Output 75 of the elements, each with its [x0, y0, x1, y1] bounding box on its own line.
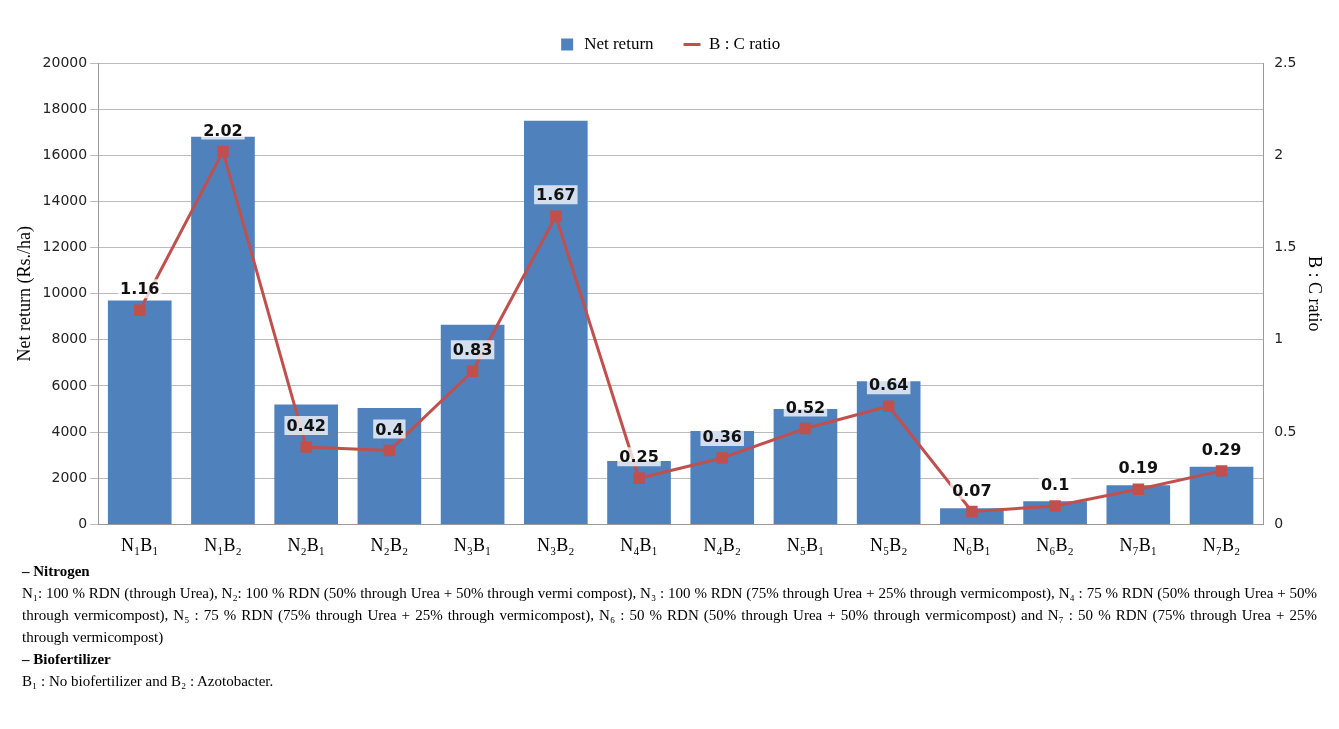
y-tick-label: 6000 [51, 376, 88, 393]
y2-tick-label: 1.5 [1274, 238, 1297, 255]
data-label: 0.64 [868, 375, 909, 395]
point [466, 365, 479, 377]
x-tick-label: N₆B₂ [1036, 534, 1074, 555]
y-tick-label: 2000 [51, 468, 88, 485]
point [1049, 500, 1061, 512]
data-label: 0.25 [619, 447, 659, 467]
data-label: 2.02 [203, 120, 243, 140]
bar [440, 324, 505, 524]
point [882, 400, 895, 413]
y-tick-label: 10000 [42, 284, 88, 301]
y-tick-label: 16000 [42, 145, 88, 162]
bar [274, 404, 338, 524]
point [300, 441, 312, 453]
data-label: 1.16 [120, 279, 160, 299]
point [716, 452, 728, 464]
point [1215, 465, 1228, 477]
x-tick-label: N₇B₁ [1119, 534, 1158, 555]
y2-tick-label: 1 [1274, 330, 1284, 347]
x-tick-label: N₄B₂ [703, 534, 742, 555]
x-tick-label: N₅B₂ [869, 534, 908, 555]
x-tick-label: N₂B₂ [370, 534, 409, 555]
y-tick-label: 14000 [42, 192, 88, 209]
data-label: 0.4 [375, 419, 404, 439]
x-tick-label: N₃B₁ [453, 534, 492, 555]
data-label: 0.07 [952, 480, 992, 500]
x-tick-label: N₁B₂ [204, 534, 242, 555]
legend-label: Net return [584, 33, 655, 53]
y2-axis-title: B : C ratio [1305, 255, 1326, 332]
text: – Biofertilizer [22, 650, 112, 669]
bar [191, 136, 255, 524]
y-tick-label: 4000 [51, 422, 88, 439]
y-tick-label: 18000 [42, 99, 88, 116]
data-label: 0.83 [452, 340, 493, 360]
y2-tick-label: 0 [1274, 515, 1284, 532]
data-label: 1.67 [536, 185, 576, 205]
data-label: 0.52 [785, 397, 826, 417]
y2-tick-label: 2 [1274, 145, 1284, 162]
legend-label: B : C ratio [709, 33, 781, 53]
point [217, 145, 229, 158]
text: B₁ : No biofertilizer and B₂ : Azotobacter. [22, 672, 275, 691]
y-tick-label: 8000 [51, 330, 88, 347]
y2-tick-label: 0.5 [1274, 422, 1297, 439]
x-tick-label: N₅B₁ [786, 534, 825, 555]
data-label: 0.29 [1201, 440, 1242, 460]
point [550, 210, 562, 222]
point [799, 422, 812, 435]
x-tick-label: N₁B₁ [120, 534, 159, 555]
data-label: 0.36 [702, 427, 742, 447]
data-label: 0.1 [1040, 475, 1070, 495]
point [1132, 483, 1145, 496]
x-tick-label: N₆B₁ [953, 534, 991, 555]
data-label: 0.19 [1118, 458, 1159, 478]
bar [1106, 485, 1171, 524]
point [633, 472, 645, 484]
y-tick-label: 12000 [42, 238, 88, 255]
y2-tick-label: 2.5 [1274, 53, 1297, 70]
x-tick-label: N₇B₂ [1202, 534, 1241, 555]
bar [357, 407, 422, 524]
point [383, 444, 396, 457]
x-tick-label: N₃B₂ [537, 534, 575, 555]
x-tick-label: N₄B₁ [620, 534, 658, 555]
y-axis-title: Net return (Rs./ha) [13, 225, 35, 362]
bar [1189, 466, 1254, 524]
text: – Nitrogen [22, 562, 91, 581]
y-tick-label: 0 [78, 515, 88, 532]
x-tick-label: N₂B₁ [287, 534, 325, 555]
bar [107, 300, 172, 524]
text: N₁: 100 % RDN (through Urea), N₂: 100 % RDN (50% through Urea + 50% through vermi compost), N₃ : 100 % RDN (75% through Urea + 25% through vermicompost), N₄ : 75 % RDN (50% through Urea + 50% through vermicompost), N₅ : 75 % RDN (75% through Urea + 25% through vermicompost), N₆ : 50 % RDN (50% through Urea + 50% through vermicompost) and N₇ : 50 % RDN (75% through Urea + 25% through vermicompost) [22, 584, 1317, 647]
y-tick-label: 20000 [42, 53, 88, 70]
data-label: 0.42 [286, 416, 326, 436]
point [134, 304, 146, 317]
point [966, 505, 978, 518]
bar [523, 120, 588, 524]
